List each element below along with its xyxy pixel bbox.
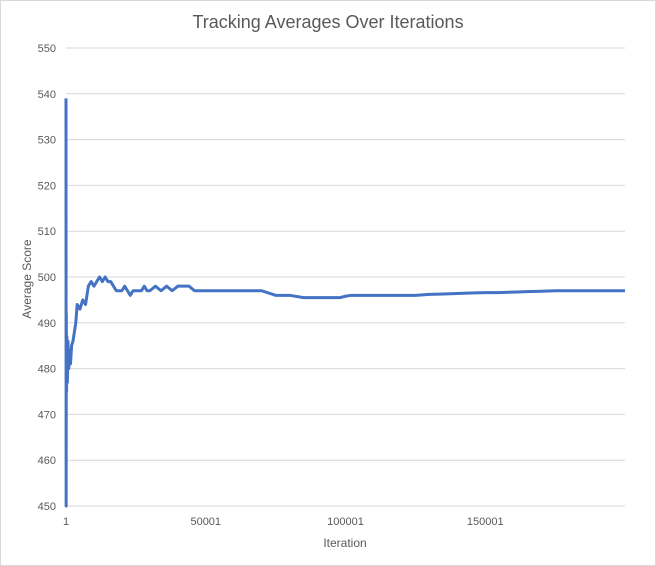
y-tick-label: 480: [38, 364, 56, 376]
y-axis-ticks: 450 460 470 480 490 500 510 520 530 540 550: [38, 43, 56, 513]
y-tick-label: 500: [38, 272, 56, 284]
gridlines: [66, 47, 625, 461]
x-tick-label: 150001: [467, 516, 504, 528]
y-tick-label: 460: [38, 455, 56, 467]
x-axis-ticks: 1 50001 100001 150001: [63, 516, 504, 528]
y-tick-label: 450: [38, 501, 56, 513]
y-axis-label: Average Score: [20, 239, 34, 318]
y-tick-label: 520: [38, 180, 56, 192]
y-tick-label: 490: [38, 318, 56, 330]
series-line: [64, 98, 625, 508]
y-tick-label: 530: [38, 135, 56, 147]
y-tick-label: 470: [38, 409, 56, 421]
chart-title: Tracking Averages Over Iterations: [192, 12, 463, 32]
x-axis-label: Iteration: [323, 536, 366, 550]
x-tick-label: 100001: [327, 516, 364, 528]
y-tick-label: 540: [38, 89, 56, 101]
x-tick-label: 50001: [190, 516, 221, 528]
y-tick-label: 510: [38, 226, 56, 238]
y-tick-label: 550: [38, 43, 56, 55]
x-tick-label: 1: [63, 516, 69, 528]
